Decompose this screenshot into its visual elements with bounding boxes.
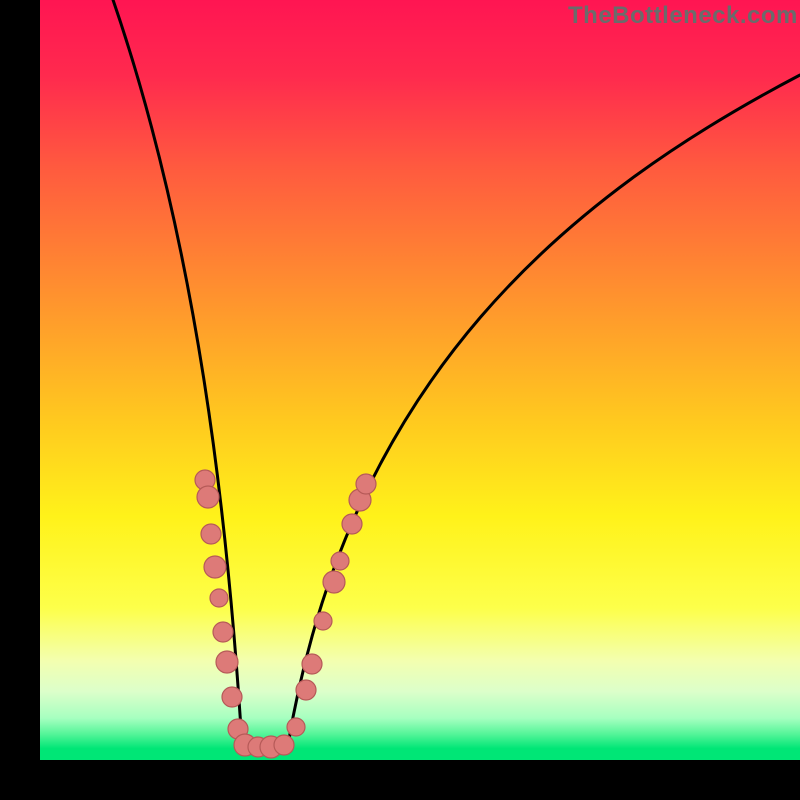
data-dot (204, 556, 226, 578)
plot-background (40, 0, 800, 760)
data-dot (197, 486, 219, 508)
data-dot (296, 680, 316, 700)
watermark-text: TheBottleneck.com (568, 2, 798, 30)
chart-frame: TheBottleneck.com (0, 0, 800, 800)
chart-svg (0, 0, 800, 800)
data-dot (201, 524, 221, 544)
data-dot (302, 654, 322, 674)
data-dot (342, 514, 362, 534)
data-dot (287, 718, 305, 736)
data-dot (213, 622, 233, 642)
data-dot (323, 571, 345, 593)
data-dot (356, 474, 376, 494)
data-dot (210, 589, 228, 607)
data-dot (331, 552, 349, 570)
data-dot (216, 651, 238, 673)
data-dot (314, 612, 332, 630)
data-dot (222, 687, 242, 707)
data-dot (274, 735, 294, 755)
